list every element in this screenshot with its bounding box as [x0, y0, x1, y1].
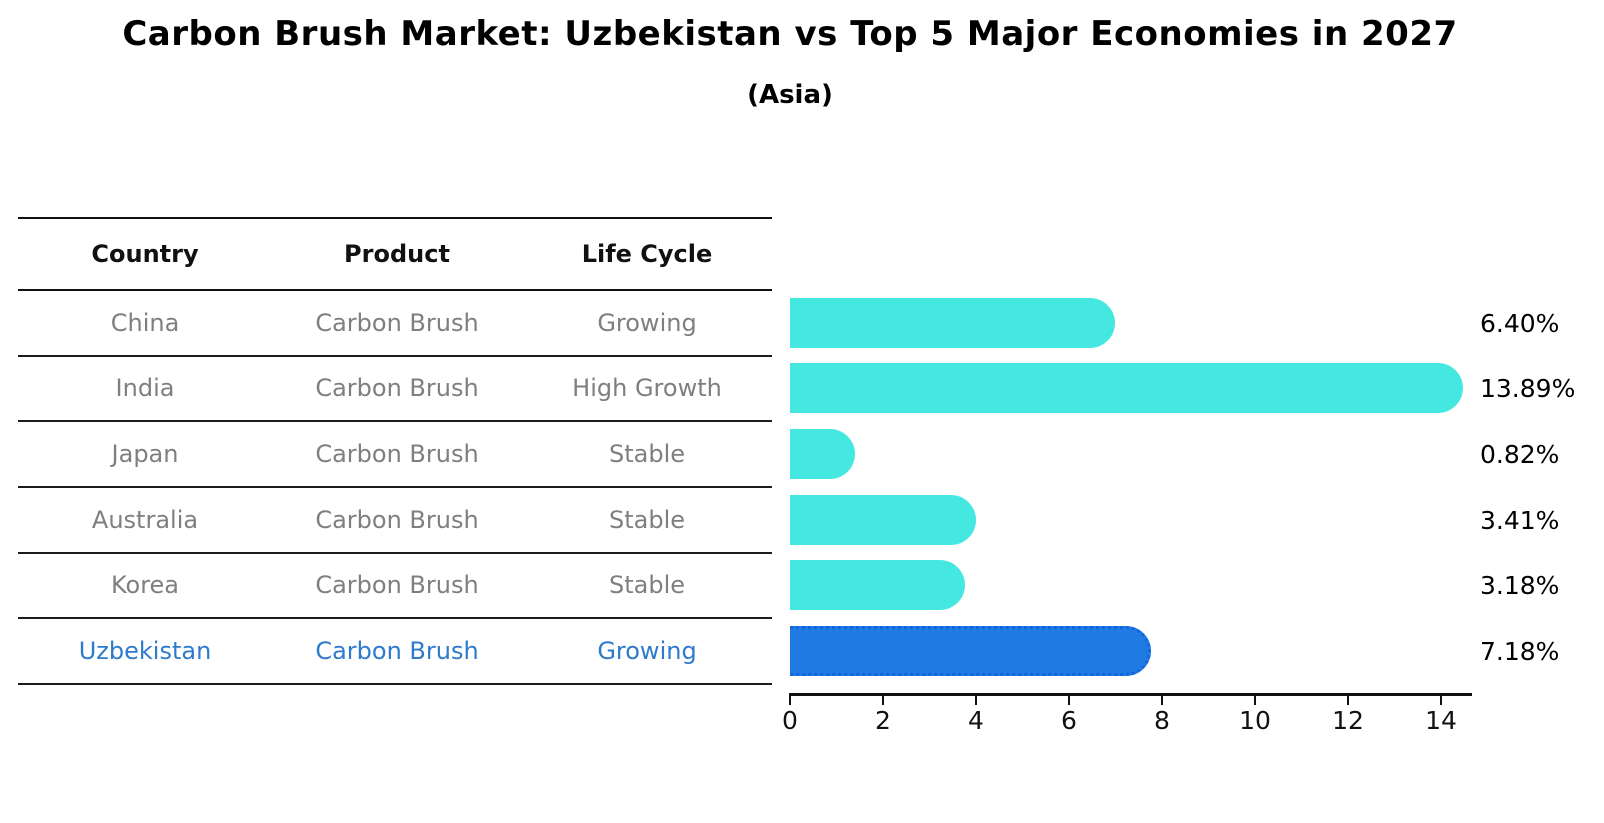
- country-cell: China: [110, 309, 180, 337]
- product-cell: Carbon Brush: [315, 506, 479, 534]
- bar-japan: [790, 429, 856, 479]
- life-cycle-cell: High Growth: [572, 374, 722, 402]
- chart-title: Carbon Brush Market: Uzbekistan vs Top 5…: [122, 14, 1458, 54]
- row-divider: [18, 617, 772, 619]
- header-country: Country: [91, 240, 199, 268]
- value-label-india: 13.89%: [1480, 373, 1576, 403]
- value-label-japan: 0.82%: [1480, 439, 1560, 469]
- x-tick-mark: [1161, 695, 1164, 705]
- table-row-uzbekistan: Uzbekistan Carbon Brush Growing: [18, 619, 772, 683]
- x-tick-label-0: 0: [782, 706, 798, 735]
- country-cell: Japan: [111, 440, 179, 468]
- bar-korea: [790, 560, 965, 610]
- bar-australia: [790, 495, 976, 545]
- x-tick-label-12: 12: [1332, 706, 1364, 735]
- product-cell: Carbon Brush: [315, 374, 479, 402]
- x-tick-label-4: 4: [968, 706, 984, 735]
- header-product: Product: [344, 240, 450, 268]
- table-header-rule: [18, 289, 772, 292]
- table-row-india: India Carbon Brush High Growth: [18, 356, 772, 420]
- x-tick-mark: [1347, 695, 1350, 705]
- row-divider: [18, 552, 772, 554]
- x-tick-mark: [1068, 695, 1071, 705]
- table-top-rule: [18, 217, 772, 220]
- value-label-australia: 3.41%: [1480, 505, 1560, 535]
- product-cell: Carbon Brush: [315, 309, 479, 337]
- life-cycle-cell: Stable: [608, 506, 686, 534]
- life-cycle-cell: Stable: [608, 440, 686, 468]
- x-tick-mark: [1440, 695, 1443, 705]
- life-cycle-cell: Stable: [608, 571, 686, 599]
- product-cell: Carbon Brush: [315, 440, 479, 468]
- x-tick-mark: [882, 695, 885, 705]
- table-row-japan: Japan Carbon Brush Stable: [18, 422, 772, 486]
- bar-india: [790, 363, 1463, 413]
- value-label-uzbekistan: 7.18%: [1480, 636, 1560, 666]
- x-tick-label-8: 8: [1154, 706, 1170, 735]
- table-header-row: Country Product Life Cycle: [18, 222, 772, 286]
- x-tick-label-6: 6: [1061, 706, 1077, 735]
- table-bottom-rule: [18, 683, 772, 685]
- product-cell: Carbon Brush: [315, 637, 479, 665]
- row-divider: [18, 355, 772, 357]
- x-tick-label-2: 2: [875, 706, 891, 735]
- x-axis-line: [789, 693, 1472, 696]
- x-tick-mark: [1254, 695, 1257, 705]
- country-cell: India: [115, 374, 175, 402]
- table-row-korea: Korea Carbon Brush Stable: [18, 553, 772, 617]
- life-cycle-cell: Growing: [597, 309, 697, 337]
- table-row-australia: Australia Carbon Brush Stable: [18, 488, 772, 552]
- x-tick-mark: [789, 695, 792, 705]
- country-cell: Korea: [110, 571, 180, 599]
- x-tick-mark: [975, 695, 978, 705]
- product-cell: Carbon Brush: [315, 571, 479, 599]
- country-cell: Uzbekistan: [78, 637, 212, 665]
- x-tick-label-10: 10: [1239, 706, 1271, 735]
- chart-subtitle: (Asia): [747, 80, 833, 110]
- row-divider: [18, 420, 772, 422]
- table-row-china: China Carbon Brush Growing: [18, 291, 772, 355]
- x-tick-label-14: 14: [1425, 706, 1457, 735]
- country-cell: Australia: [91, 506, 199, 534]
- value-label-china: 6.40%: [1480, 308, 1560, 338]
- life-cycle-cell: Growing: [597, 637, 697, 665]
- bar-china: [790, 298, 1115, 348]
- header-life-cycle: Life Cycle: [581, 240, 713, 268]
- bar-uzbekistan: [790, 626, 1151, 676]
- value-label-korea: 3.18%: [1480, 570, 1560, 600]
- row-divider: [18, 486, 772, 488]
